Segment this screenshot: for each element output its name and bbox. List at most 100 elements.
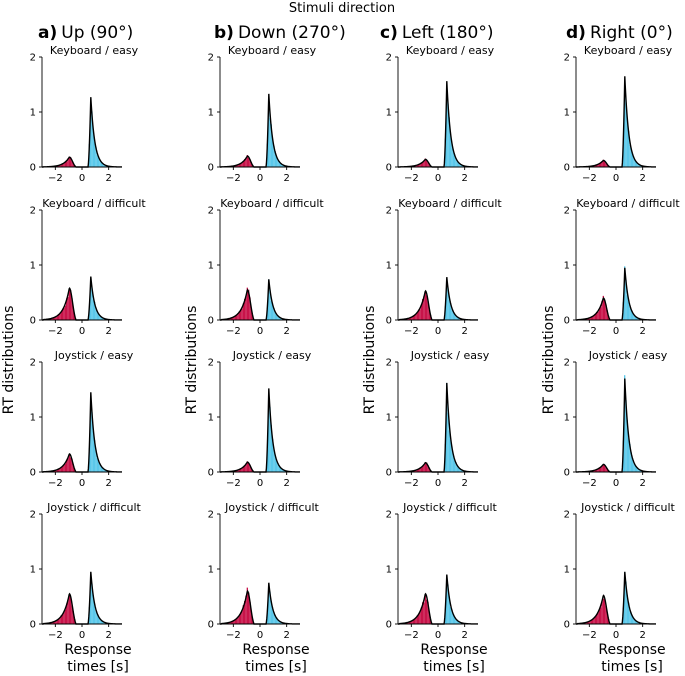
hist-bar-error: [71, 605, 73, 624]
hist-bar-correct: [450, 439, 452, 472]
hist-bar-error: [588, 621, 590, 624]
hist-bar-error: [602, 295, 604, 320]
hist-bar-correct: [637, 622, 639, 624]
hist-bar-error: [66, 459, 68, 472]
hist-bar-correct: [268, 395, 270, 472]
hist-bar-correct: [274, 151, 276, 167]
hist-bar-correct: [458, 317, 460, 320]
x-tick-label: 0: [79, 326, 85, 337]
hist-bar-correct: [276, 314, 278, 320]
x-tick-label: 0: [257, 630, 263, 641]
hist-bar-correct: [636, 162, 638, 167]
hist-bar-error: [416, 165, 418, 167]
y-tick-label: 0: [564, 163, 570, 174]
panel-title: Joystick / difficult: [46, 501, 141, 514]
hist-bar-correct: [274, 455, 276, 472]
hist-bar-correct: [456, 466, 458, 472]
hist-bar-correct: [92, 431, 94, 472]
fit-curve: [398, 382, 478, 473]
hist-bar-correct: [456, 620, 458, 624]
hist-bar-error: [67, 297, 69, 320]
hist-bar-error: [604, 161, 606, 167]
hist-bar-error: [232, 317, 234, 320]
hist-bar-correct: [456, 316, 458, 320]
x-tick-label: −2: [582, 173, 597, 184]
hist-bar-correct: [269, 289, 271, 320]
y-tick-label: 0: [386, 620, 392, 631]
hist-bar-correct: [94, 440, 96, 472]
hist-bar-error: [426, 599, 428, 624]
hist-bar-error: [586, 622, 588, 624]
hist-bar-error: [238, 615, 240, 624]
hist-bar-error: [244, 466, 246, 472]
hist-bar-correct: [452, 310, 454, 320]
panel-title: Joystick / easy: [232, 349, 312, 362]
hist-bar-correct: [451, 143, 453, 167]
hist-bar-error: [411, 316, 413, 320]
hist-bar-correct: [280, 622, 282, 624]
hist-bar-error: [596, 164, 598, 167]
x-tick-label: −2: [226, 478, 241, 489]
hist-bar-error: [408, 621, 410, 624]
hist-bar-error: [416, 615, 418, 624]
hist-bar-correct: [454, 154, 456, 167]
hist-bar-error: [237, 313, 239, 320]
hist-bar-correct: [454, 460, 456, 472]
hist-bar-correct: [100, 316, 102, 320]
hist-bar-correct: [640, 165, 642, 167]
hist-bar-correct: [91, 412, 93, 472]
hist-bar-correct: [92, 595, 94, 624]
hist-bar-correct: [276, 157, 278, 167]
x-tick-label: −2: [404, 478, 419, 489]
suptitle: Stimuli direction: [289, 1, 395, 16]
hist-bar-correct: [91, 111, 93, 167]
hist-bar-error: [60, 467, 62, 472]
x-tick-label: 2: [283, 478, 289, 489]
y-tick-label: 1: [386, 565, 392, 576]
hist-bar-correct: [96, 154, 98, 167]
hist-bar-correct: [638, 469, 640, 472]
hist-bar-error: [598, 609, 600, 624]
hist-bar-correct: [455, 462, 457, 472]
hist-bar-correct: [281, 468, 283, 472]
hist-bar-correct: [96, 457, 98, 472]
hist-bar-correct: [634, 160, 636, 167]
y-tick-label: 0: [386, 163, 392, 174]
column-header-up: a) Up (90°): [38, 23, 133, 43]
hist-bar-error: [596, 614, 598, 624]
hist-bar-correct: [454, 313, 456, 320]
hist-bar-error: [422, 602, 424, 624]
y-tick-label: 2: [564, 358, 570, 369]
hist-bar-correct: [94, 604, 96, 624]
panel-0-1: Keyboard / easy 0 1 2 −2 0 2: [208, 44, 317, 184]
panel-1-2: Keyboard / difficult 0 1 2 −2 0 2: [386, 197, 503, 337]
hist-bar-correct: [630, 452, 632, 472]
hist-bar-error: [238, 469, 240, 472]
hist-bar-correct: [274, 615, 276, 624]
hist-bar-error: [424, 158, 426, 167]
x-tick-label: 0: [257, 173, 263, 184]
hist-bar-error: [60, 311, 62, 320]
hist-bar-correct: [626, 419, 628, 472]
hist-bar-correct: [628, 438, 630, 472]
x-tick-label: 0: [613, 173, 619, 184]
panel-0-3: Keyboard / easy 0 1 2 −2 0 2: [564, 44, 673, 184]
x-tick-label: 0: [435, 326, 441, 337]
hist-bar-error: [426, 462, 428, 472]
panel-2-1: Joystick / easy 0 1 2 −2 0 2: [208, 349, 312, 489]
hist-bar-correct: [633, 314, 635, 320]
hist-bar-correct: [273, 308, 275, 320]
hist-bar-correct: [90, 403, 92, 472]
hist-bar-error: [594, 313, 596, 320]
panel-2-2: Joystick / easy 0 1 2 −2 0 2: [386, 349, 490, 489]
hist-bar-error: [66, 161, 68, 167]
hist-bar-correct: [282, 165, 284, 167]
hist-bar-error: [411, 620, 413, 624]
hist-bar-error: [594, 165, 596, 167]
y-tick-label: 0: [564, 316, 570, 327]
hist-bar-correct: [277, 315, 279, 320]
y-tick-label: 0: [208, 316, 214, 327]
hist-bar-correct: [270, 424, 272, 472]
hist-bar-error: [601, 465, 603, 472]
